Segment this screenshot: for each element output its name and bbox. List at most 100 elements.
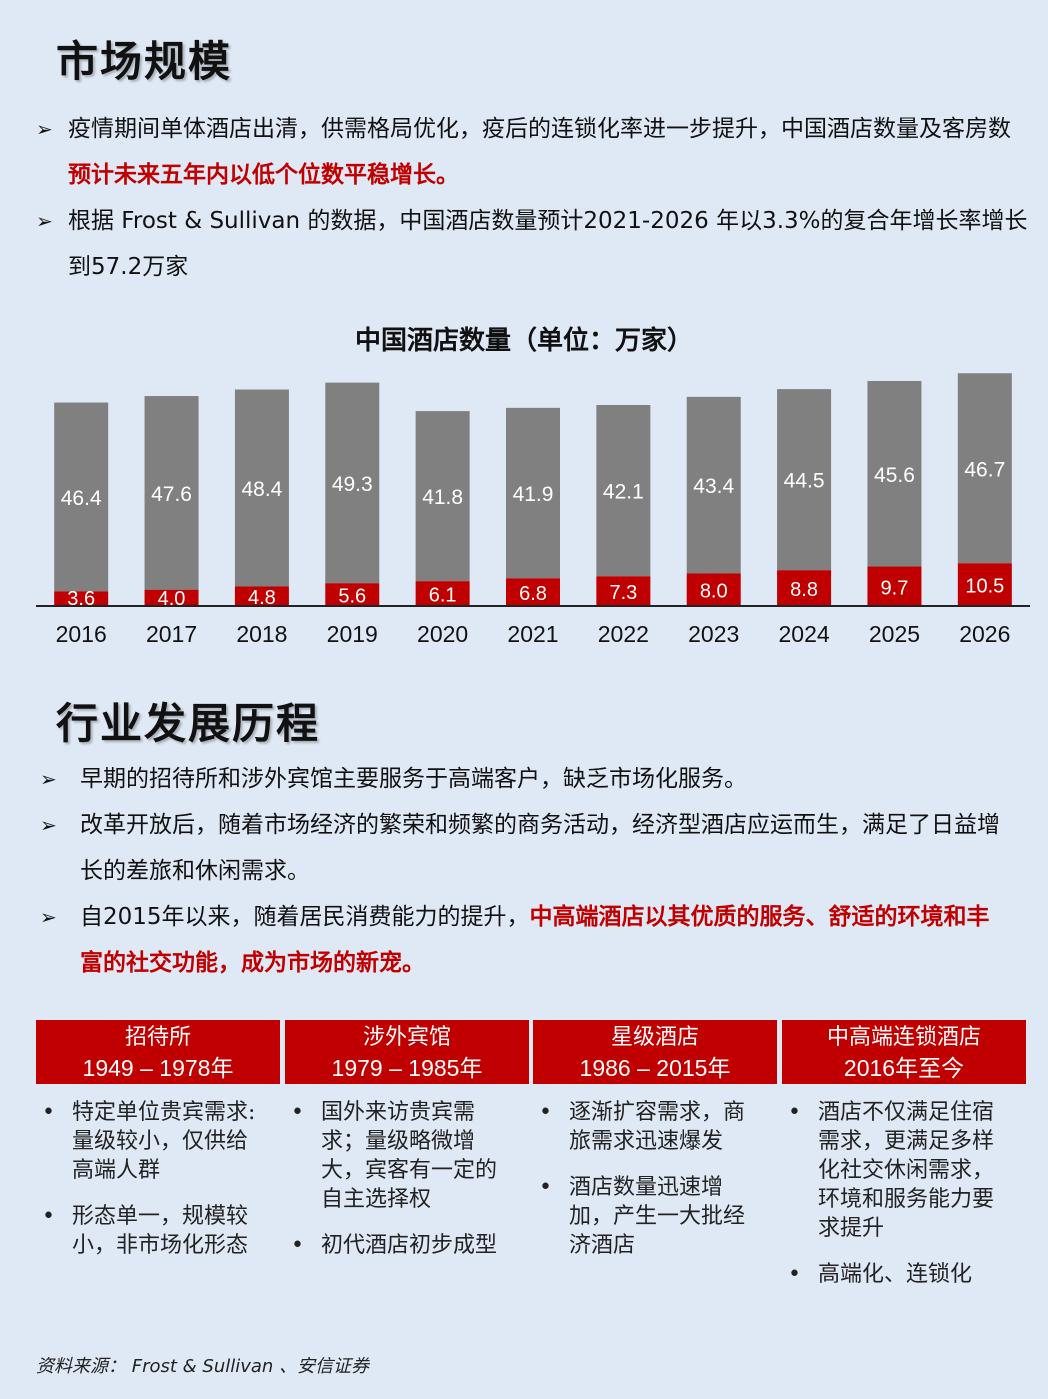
stage-years: 1986 – 2015年 [579,1055,731,1081]
stage-header: 招待所 1949 – 1978年 [36,1020,280,1084]
bullet-highlight: 预计未来五年内以低个位数平稳增长。 [68,162,459,188]
stage-points: • 国外来访贵宾需求；量级略微增大，宾客有一定的自主选择权 • 初代酒店初步成型 [285,1098,529,1260]
data-label-upper: 41.8 [422,486,463,509]
x-tick-label: 2021 [507,621,558,647]
bar-segment-upper [867,380,922,567]
bar-segment-upper [686,396,741,574]
stage-name: 招待所 [124,1025,191,1050]
data-label-lower: 8.0 [700,581,728,603]
x-tick-label: 2024 [779,621,830,647]
data-label-upper: 46.4 [61,487,102,510]
stage-point: • 逐渐扩容需求，商旅需求迅速爆发 [539,1100,746,1154]
data-label-lower: 5.6 [338,586,366,608]
bullet-dot-icon: • [42,1100,55,1125]
hotel-count-bar-chart: 46.4 3.6 2016 47.6 4.0 2017 48.4 4.8 2018 49.3 5.6… [36,373,1030,647]
data-label-lower: 6.8 [519,583,547,605]
stage-years: 1949 – 1978年 [82,1055,234,1081]
x-tick-label: 2026 [959,621,1010,647]
bar-segment-lower [957,563,1012,606]
x-tick-label: 2025 [869,621,920,647]
source-note: 资料来源： Frost & Sullivan 、安信证券 [36,1356,370,1377]
bullet-text: 自2015年以来，随着居民消费能力的提升， [80,904,530,930]
stage-point: • 高端化、连锁化 [788,1262,973,1287]
x-tick-label: 2016 [56,621,107,647]
arrow-bullet-icon: ➢ [40,813,57,837]
stage-name: 中高端连锁酒店 [826,1025,981,1050]
bullet-text: 早期的招待所和涉外宾馆主要服务于高端客户，缺乏市场化服务。 [80,766,747,792]
data-label-upper: 42.1 [603,481,644,504]
x-tick-label: 2018 [236,621,287,647]
data-label-lower: 6.1 [429,585,457,607]
bullet-dot-icon: • [539,1175,552,1200]
bar-segment-lower [686,573,741,606]
bullet-dot-icon: • [42,1204,55,1229]
bar-segment-upper [777,389,832,571]
bar-segment-lower [144,589,199,606]
x-tick-label: 2020 [417,621,468,647]
x-tick-label: 2019 [327,621,378,647]
stage-header: 涉外宾馆 1979 – 1985年 [285,1020,529,1084]
stage-name: 涉外宾馆 [362,1025,451,1050]
data-label-upper: 43.4 [693,475,734,498]
data-label-lower: 9.7 [881,577,909,599]
stage-point: • 酒店不仅满足住宿需求，更满足多样化社交休闲需求，环境和服务能力要求提升 [788,1100,995,1241]
bar-segment-upper [144,396,199,590]
stage-years: 2016年至今 [843,1055,965,1081]
bar-segment-upper [415,411,470,582]
bullet-item: ➢ 根据 Frost & Sullivan 的数据，中国酒店数量预计2021-2… [36,198,1030,290]
stage-point: • 国外来访贵宾需求；量级略微增大，宾客有一定的自主选择权 [291,1100,498,1212]
bar-segment-upper [506,407,560,579]
bar-segment-lower [415,581,470,606]
section-heading-market-size: 市场规模 [56,37,233,86]
stage-points: • 酒店不仅满足住宿需求，更满足多样化社交休闲需求，环境和服务能力要求提升 • 高端… [782,1098,1026,1289]
data-label-lower: 7.3 [609,582,637,604]
bar-segment-lower [777,570,832,606]
data-label-upper: 44.5 [784,470,825,493]
development-timeline: 招待所 1949 – 1978年 • 特定单位贵宾需求:量级较小，仅供给高端人群 … [36,1020,1026,1320]
bullet-dot-icon: • [788,1100,801,1125]
data-label-upper: 41.9 [513,483,554,506]
stage-years: 1979 – 1985年 [331,1055,483,1081]
bullet-text: 疫情期间单体酒店出清，供需格局优化，疫后的连锁化率进一步提升，中国酒店数量及客房… [68,116,1011,142]
stage-point: • 特定单位贵宾需求:量级较小，仅供给高端人群 [42,1100,256,1183]
arrow-bullet-icon: ➢ [40,767,57,791]
x-tick-label: 2023 [688,621,739,647]
data-label-upper: 45.6 [874,464,915,487]
bar-segment-upper [234,389,289,587]
bullet-dot-icon: • [291,1233,304,1258]
data-label-upper: 49.3 [332,473,373,496]
bar-segment-lower [867,566,922,606]
bar-segment-lower [234,586,289,606]
data-label-upper: 48.4 [241,478,282,501]
data-label-lower: 4.0 [158,588,186,610]
bar-segment-lower [596,576,651,606]
bullet-item: ➢ 改革开放后，随着市场经济的繁荣和频繁的商务活动，经济型酒店应运而生，满足了日… [40,802,1000,894]
bar-segment-lower [506,578,560,606]
bar-segment-upper [957,373,1012,564]
arrow-bullet-icon: ➢ [40,905,57,929]
bullet-item: ➢ 自2015年以来，随着居民消费能力的提升，中高端酒店以其优质的服务、舒适的环… [40,894,1000,986]
stage-name: 星级酒店 [610,1025,699,1050]
bullet-text: 改革开放后，随着市场经济的繁荣和频繁的商务活动，经济型酒店应运而生，满足了日益增… [80,812,1000,884]
bullet-item: ➢ 疫情期间单体酒店出清，供需格局优化，疫后的连锁化率进一步提升，中国酒店数量及… [36,106,1030,198]
data-label-upper: 47.6 [151,483,192,506]
data-label-lower: 10.5 [965,576,1004,598]
data-label-lower: 3.6 [67,588,95,610]
stage-point: • 初代酒店初步成型 [291,1233,498,1258]
market-bullets: ➢ 疫情期间单体酒店出清，供需格局优化，疫后的连锁化率进一步提升，中国酒店数量及… [36,106,1030,290]
stage-points: • 逐渐扩容需求，商旅需求迅速爆发 • 酒店数量迅速增加，产生一大批经济酒店 [533,1098,777,1260]
bar-segment-upper [54,402,109,592]
timeline-stage-2: 涉外宾馆 1979 – 1985年 • 国外来访贵宾需求；量级略微增大，宾客有一定… [285,1020,529,1277]
bullet-dot-icon: • [291,1100,304,1125]
bar-segment-upper [325,382,380,584]
history-bullets: ➢ 早期的招待所和涉外宾馆主要服务于高端客户，缺乏市场化服务。 ➢ 改革开放后，… [40,756,1000,986]
x-tick-label: 2022 [598,621,649,647]
bar-segment-upper [596,404,651,577]
bullet-dot-icon: • [539,1100,552,1125]
stage-header: 星级酒店 1986 – 2015年 [533,1020,777,1084]
data-label-upper: 46.7 [964,458,1005,481]
arrow-bullet-icon: ➢ [36,117,53,141]
timeline-stage-1: 招待所 1949 – 1978年 • 特定单位贵宾需求:量级较小，仅供给高端人群 … [36,1020,280,1277]
arrow-bullet-icon: ➢ [36,209,53,233]
